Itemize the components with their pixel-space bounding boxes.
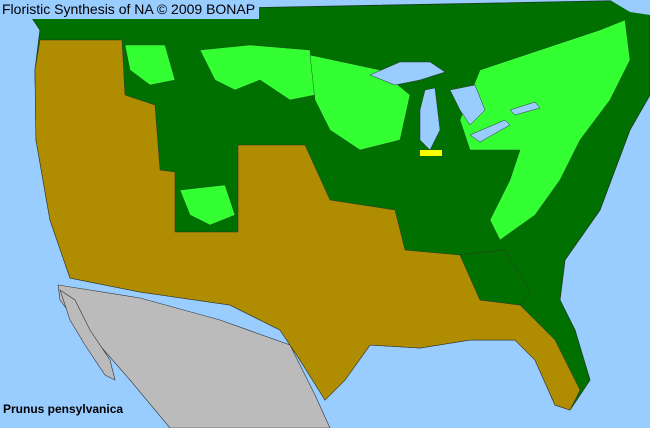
lake-ontario (509, 101, 541, 116)
county-presence-plains (199, 44, 316, 101)
lake-michigan (419, 87, 441, 151)
lake-erie (469, 119, 511, 143)
baja-california (59, 289, 116, 381)
lake-huron (449, 84, 486, 126)
rare-counties-indiana (420, 150, 442, 156)
georgia-present (459, 249, 531, 306)
lake-superior (369, 61, 446, 86)
absent-region-west-south (34, 39, 581, 411)
county-presence-montana (124, 44, 176, 86)
map-title: Floristic Synthesis of NA © 2009 BONAP (0, 0, 260, 19)
county-presence-northeast (459, 19, 631, 241)
hudson-bay-inlet (610, 0, 650, 15)
species-label: Prunus pensylvanica (3, 402, 124, 416)
county-presence-rockies (179, 184, 236, 226)
